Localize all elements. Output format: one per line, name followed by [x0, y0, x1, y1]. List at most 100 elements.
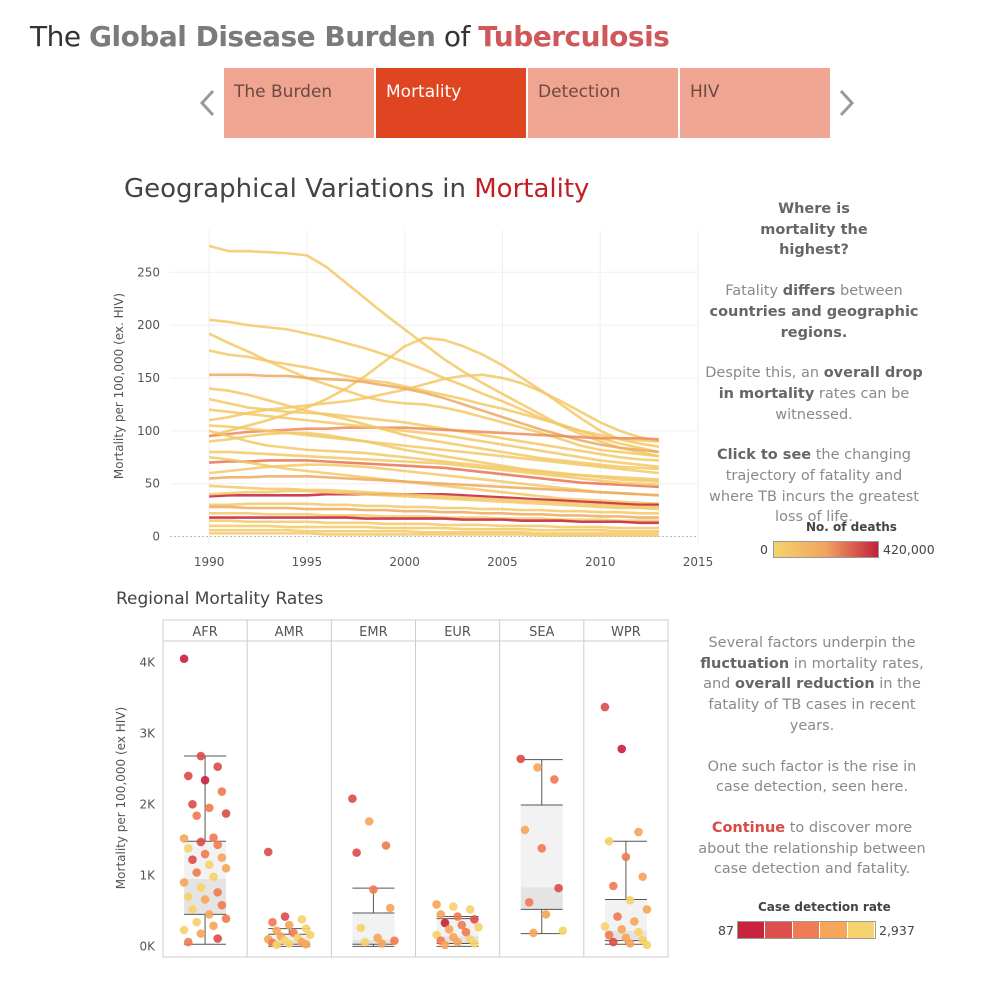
country-line[interactable] [208, 429, 659, 481]
country-line[interactable] [209, 516, 659, 525]
country-point[interactable] [533, 763, 542, 772]
country-point[interactable] [600, 702, 610, 712]
country-line[interactable] [209, 511, 659, 522]
country-point[interactable] [520, 825, 530, 835]
country-point[interactable] [217, 900, 227, 910]
tab-hiv[interactable]: HIV [680, 68, 830, 138]
country-point[interactable] [204, 860, 214, 869]
country-point[interactable] [642, 940, 652, 950]
country-point[interactable] [213, 888, 222, 897]
country-line[interactable] [209, 519, 659, 530]
country-point[interactable] [470, 939, 479, 948]
country-point[interactable] [440, 940, 450, 950]
country-point[interactable] [474, 922, 483, 932]
country-point[interactable] [268, 917, 277, 927]
country-point[interactable] [630, 917, 639, 926]
country-point[interactable] [625, 939, 635, 948]
country-point[interactable] [297, 915, 307, 924]
country-point[interactable] [213, 762, 222, 771]
country-point[interactable] [200, 775, 210, 785]
country-point[interactable] [192, 811, 201, 820]
country-point[interactable] [613, 912, 622, 921]
country-point[interactable] [642, 905, 652, 914]
country-line[interactable] [209, 489, 659, 511]
country-point[interactable] [516, 754, 526, 764]
country-point[interactable] [204, 803, 214, 813]
country-point[interactable] [390, 936, 399, 945]
country-point[interactable] [453, 937, 462, 947]
country-point[interactable] [200, 849, 210, 859]
country-point[interactable] [301, 939, 311, 949]
country-line[interactable] [209, 459, 659, 489]
country-point[interactable] [541, 910, 551, 919]
country-point[interactable] [617, 744, 627, 754]
country-point[interactable] [196, 837, 206, 847]
country-point[interactable] [465, 905, 475, 914]
country-point[interactable] [209, 921, 218, 931]
country-point[interactable] [196, 883, 206, 892]
country-point[interactable] [221, 914, 231, 923]
country-point[interactable] [558, 926, 568, 936]
country-point[interactable] [188, 800, 197, 809]
country-point[interactable] [200, 895, 210, 904]
country-point[interactable] [183, 892, 193, 901]
country-point[interactable] [625, 895, 635, 905]
country-point[interactable] [192, 917, 201, 927]
country-line[interactable] [208, 336, 660, 448]
country-point[interactable] [604, 836, 614, 846]
chevron-right-icon[interactable] [834, 86, 860, 120]
country-line[interactable] [209, 524, 659, 533]
country-point[interactable] [213, 840, 222, 850]
country-point[interactable] [457, 920, 467, 930]
chevron-left-icon[interactable] [194, 86, 220, 120]
country-point[interactable] [305, 930, 315, 940]
country-point[interactable] [221, 863, 231, 873]
country-point[interactable] [209, 872, 218, 882]
country-point[interactable] [196, 751, 206, 761]
country-point[interactable] [179, 878, 189, 887]
click-to-see-link[interactable]: Click to see [717, 447, 812, 464]
country-point[interactable] [444, 925, 454, 934]
country-point[interactable] [204, 910, 214, 919]
country-point[interactable] [609, 937, 618, 947]
country-point[interactable] [360, 937, 370, 947]
tab-the-burden[interactable]: The Burden [224, 68, 374, 138]
country-point[interactable] [600, 922, 610, 931]
country-point[interactable] [348, 794, 357, 803]
country-point[interactable] [377, 939, 387, 948]
country-point[interactable] [352, 848, 361, 857]
country-point[interactable] [364, 817, 374, 826]
country-point[interactable] [217, 853, 227, 862]
country-line[interactable] [208, 349, 660, 454]
country-point[interactable] [432, 900, 441, 909]
country-point[interactable] [470, 915, 479, 924]
tab-mortality[interactable]: Mortality [376, 68, 526, 138]
country-point[interactable] [604, 930, 614, 940]
country-point[interactable] [453, 912, 462, 921]
country-line[interactable] [209, 502, 659, 515]
country-point[interactable] [217, 787, 227, 796]
country-line[interactable] [209, 474, 659, 497]
country-point[interactable] [617, 925, 627, 934]
country-point[interactable] [284, 939, 294, 948]
country-point[interactable] [550, 775, 559, 784]
country-point[interactable] [385, 903, 395, 913]
country-point[interactable] [179, 834, 189, 843]
country-point[interactable] [284, 920, 294, 930]
country-point[interactable] [461, 927, 471, 937]
country-line[interactable] [209, 528, 659, 535]
country-point[interactable] [634, 927, 643, 937]
country-line[interactable] [208, 408, 660, 469]
country-point[interactable] [188, 905, 197, 914]
continue-link[interactable]: Continue [711, 819, 786, 836]
country-point[interactable] [634, 827, 643, 837]
country-point[interactable] [192, 868, 201, 877]
country-point[interactable] [263, 847, 273, 857]
country-point[interactable] [537, 844, 547, 853]
country-point[interactable] [436, 910, 446, 919]
country-point[interactable] [221, 809, 231, 818]
country-point[interactable] [381, 841, 391, 850]
country-line[interactable] [209, 373, 660, 454]
